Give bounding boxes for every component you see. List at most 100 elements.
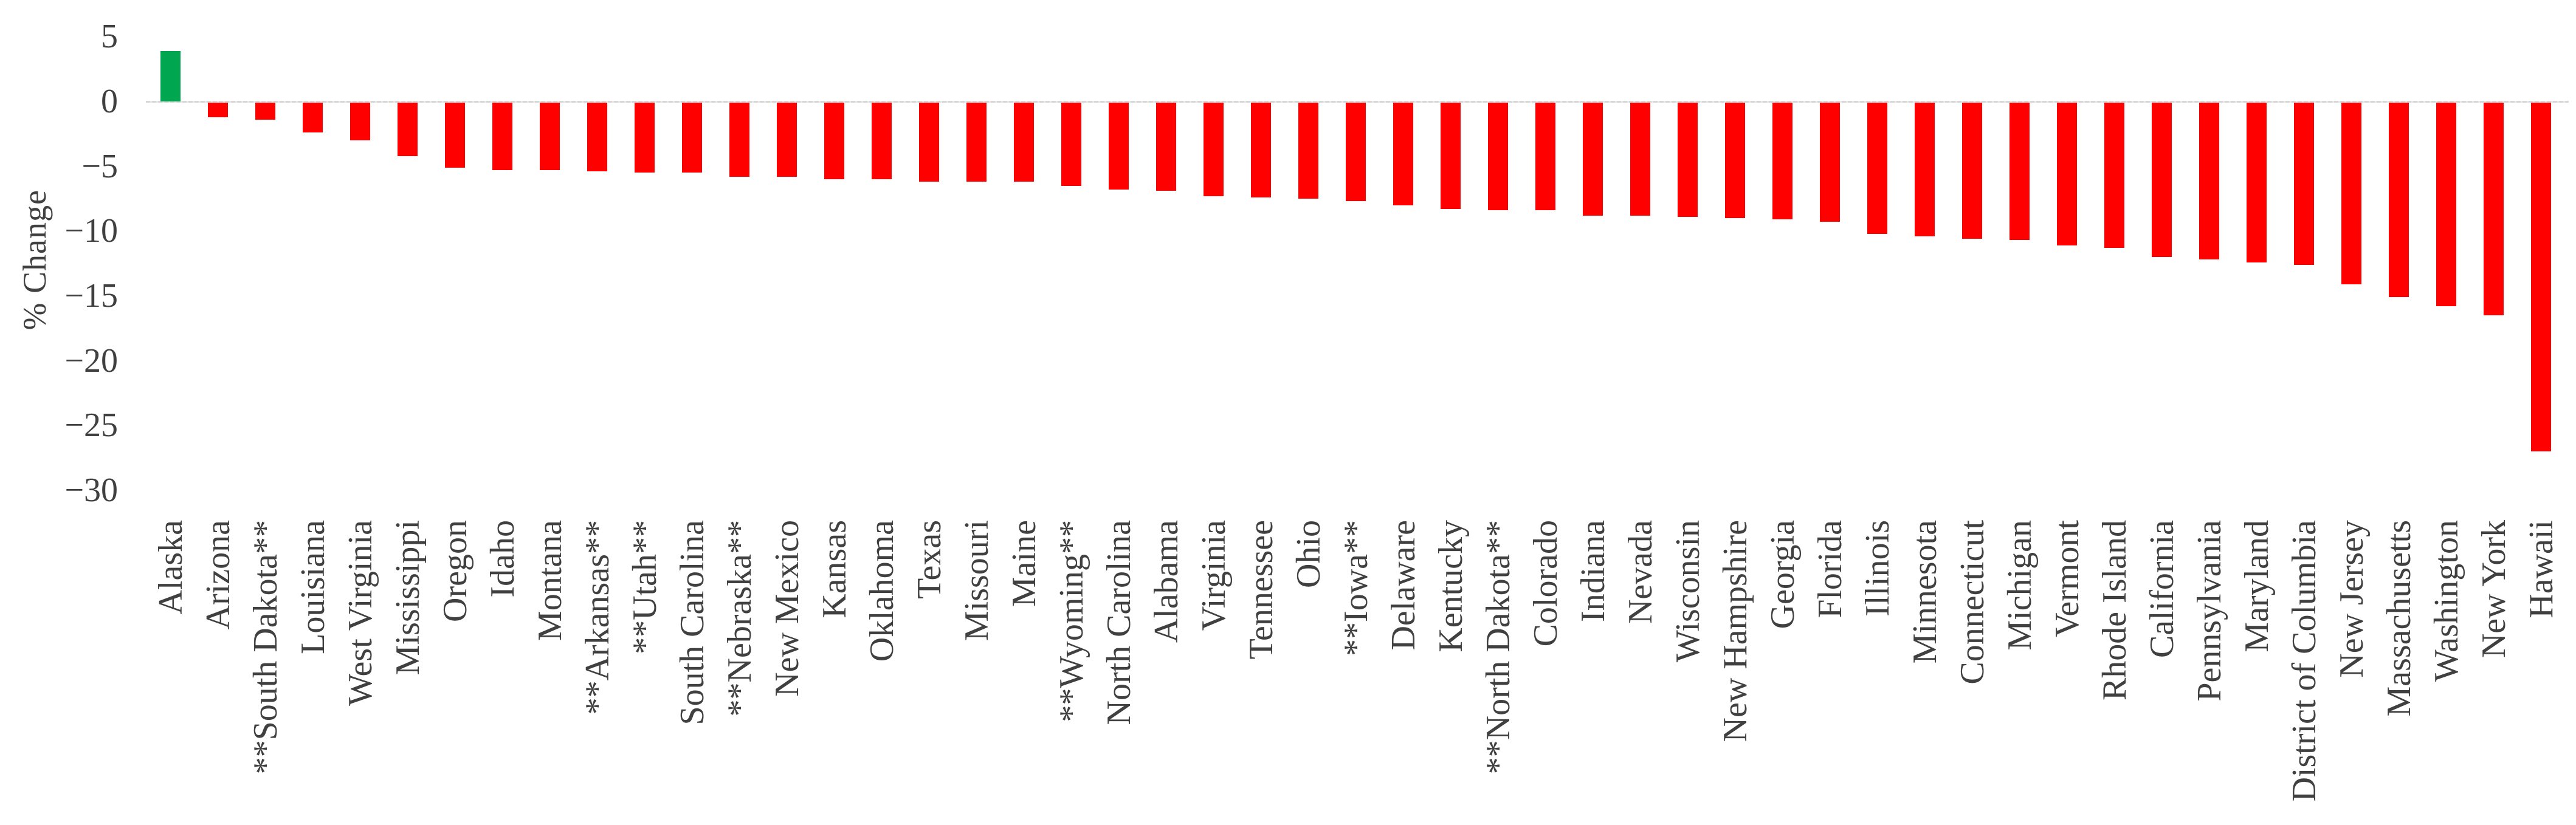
bar [2009,103,2030,241]
bar [1298,103,1318,199]
category-label: Missouri [957,520,996,642]
category-label: New Hampshire [1716,520,1754,742]
category-label: Alaska [151,520,190,615]
category-label: New York [2474,520,2513,659]
category-label: **Iowa** [1337,520,1375,656]
category-label: Michigan [2000,520,2039,651]
bar [966,103,987,182]
category-label: New Jersey [2332,520,2371,678]
category-label: New Mexico [768,520,806,697]
category-label: Pennsylvania [2190,520,2228,702]
bar [1535,103,1555,211]
category-label: Vermont [2048,520,2086,637]
y-tick-label: −5 [81,147,118,185]
bar [635,103,655,173]
bar [1204,103,1224,196]
category-label: Rhode Island [2095,520,2133,701]
category-label: Colorado [1526,520,1565,647]
category-label: West Virginia [341,520,379,706]
bar [2484,103,2504,315]
category-label: Texas [910,520,948,599]
category-label: Mississippi [388,520,427,676]
category-label: Minnesota [1906,520,1944,664]
bar [824,103,844,179]
bar [2057,103,2077,245]
bar [1346,103,1366,202]
bar [2152,103,2172,257]
bar [1915,103,1935,236]
bar [1251,103,1271,197]
category-label: Ohio [1289,520,1328,588]
bar [1393,103,1413,205]
category-label: Washington [2427,520,2465,682]
category-label: District of Columbia [2285,520,2323,802]
y-tick-label: −15 [64,276,118,315]
bar [1725,103,1745,218]
category-label: **South Dakota** [246,520,284,775]
bar [777,103,797,177]
bar [208,103,228,117]
category-label: Illinois [1858,520,1896,617]
bar [2341,103,2361,284]
bar [1630,103,1650,216]
zero-axis-line [146,100,2569,103]
category-label: Hawaii [2522,520,2560,618]
bar [872,103,892,179]
bar [398,103,418,156]
bar [1109,103,1129,190]
bar [1678,103,1698,217]
category-label: Georgia [1763,520,1802,629]
category-label: **Nebraska** [720,520,759,717]
category-label: Nevada [1621,520,1659,625]
bar [1441,103,1461,210]
bar [2389,103,2409,298]
category-label: Oregon [436,520,474,622]
bar [1867,103,1887,234]
category-label: Kansas [815,520,853,618]
bar [2436,103,2456,307]
bar [2531,103,2551,451]
category-label: Kentucky [1431,520,1470,652]
y-tick-label: 5 [101,18,118,56]
bar [1014,103,1034,182]
category-label: Wisconsin [1669,520,1707,663]
bar [587,103,607,172]
bar [919,103,939,182]
category-label: Indiana [1574,520,1612,622]
bar [303,103,323,133]
category-label: Oklahoma [863,520,901,662]
y-tick-label: −10 [64,212,118,250]
category-label: Idaho [483,520,522,598]
category-label: Maine [1005,520,1043,608]
category-label: **Wyoming** [1052,520,1090,722]
bar [2104,103,2124,248]
bar [1962,103,1982,239]
bar [1156,103,1176,191]
bar [1061,103,1081,186]
bar [445,103,465,168]
bar [350,103,370,140]
category-label: Arizona [199,520,237,630]
category-label: **Utah** [625,520,664,654]
y-tick-label: −25 [64,406,118,445]
bar [682,103,702,173]
category-label: Florida [1811,520,1849,618]
bar [492,103,512,171]
bar [255,103,275,120]
bar [1772,103,1793,220]
category-label: Connecticut [1953,520,1991,685]
bar [1583,103,1603,216]
category-label: Tennessee [1242,520,1280,660]
y-tick-label: −20 [64,341,118,380]
category-label: South Carolina [673,520,711,725]
bar [2294,103,2314,265]
category-label: Delaware [1384,520,1422,651]
category-label: Maryland [2237,520,2276,652]
category-label: Virginia [1194,520,1233,631]
bar [729,103,749,177]
category-label: California [2143,520,2181,659]
category-label: Montana [531,520,569,642]
bar [2247,103,2267,262]
category-label: **Arkansas** [578,520,616,715]
